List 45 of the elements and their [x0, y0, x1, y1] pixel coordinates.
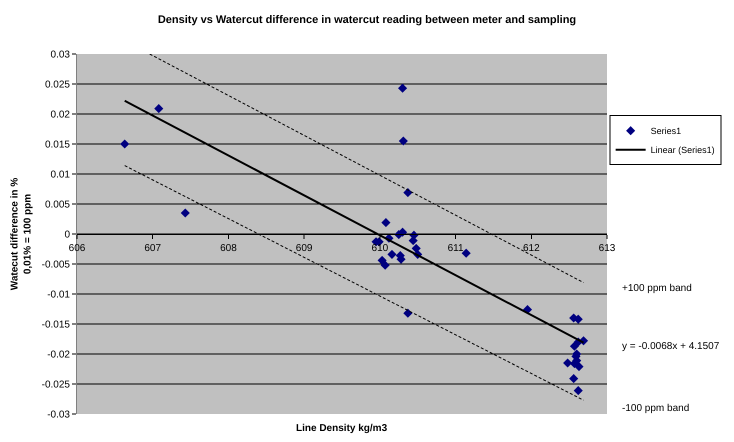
point — [398, 136, 408, 146]
y-tick-label: -0.03 — [47, 410, 70, 420]
point — [574, 386, 583, 396]
point — [403, 188, 412, 198]
x-tick-label: 610 — [372, 243, 389, 254]
point — [120, 139, 130, 149]
x-axis-title: Line Density kg/m3 — [296, 423, 388, 434]
y-tick-label: -0.01 — [47, 290, 70, 300]
chart-title: Density vs Watercut difference in watercut reading between meter and sampling — [158, 14, 576, 26]
y-tick-label: -0.025 — [42, 380, 70, 390]
x-tick-label: 609 — [296, 243, 313, 254]
text: +100 ppm band — [622, 283, 692, 294]
point — [398, 84, 408, 93]
y-tick-label: 0.01 — [50, 170, 70, 180]
y-tick-label: 0.005 — [44, 200, 70, 210]
y-tick-label: -0.015 — [42, 320, 70, 330]
x-tick-label: 611 — [448, 243, 464, 254]
x-tick-label: 606 — [68, 243, 86, 254]
point — [574, 362, 584, 372]
y-axis-title: Watecut difference in % 0,01% = 100 ppm — [10, 178, 34, 290]
point — [154, 104, 164, 114]
x-tick-label: 608 — [220, 243, 238, 254]
y-tick-label: -0.02 — [47, 350, 70, 360]
point — [380, 260, 390, 270]
point — [180, 208, 190, 218]
text: y = -0.0068x + 4.1507 — [622, 341, 720, 352]
y-tick-label: 0.03 — [50, 50, 70, 60]
x-tick-label: 607 — [144, 243, 162, 254]
text: -100 ppm band — [622, 403, 690, 414]
x-tick-label: 613 — [598, 243, 616, 254]
point — [563, 358, 572, 368]
y-tick-label: 0 — [64, 230, 70, 240]
point — [462, 248, 471, 258]
point — [569, 374, 578, 384]
x-tick-label: 612 — [522, 243, 540, 254]
point — [570, 342, 579, 351]
y-tick-label: 0.015 — [44, 140, 70, 150]
y-tick-label: -0.005 — [42, 260, 70, 270]
legend-label: Linear (Series1) — [650, 145, 715, 156]
legend-label: Series1 — [650, 126, 682, 136]
y-tick-label: 0.025 — [44, 80, 70, 90]
point — [387, 250, 397, 259]
point — [403, 308, 412, 318]
y-tick-label: 0.02 — [50, 110, 70, 120]
point — [381, 218, 390, 228]
